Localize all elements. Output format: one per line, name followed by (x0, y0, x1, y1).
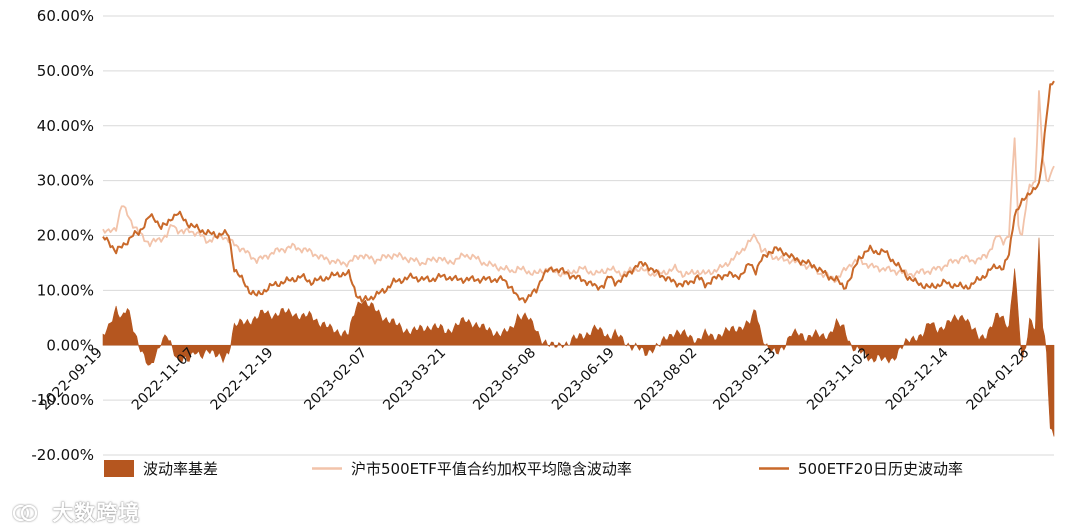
legend-swatch-basis (104, 460, 134, 477)
watermark-text: 大数跨境 (52, 501, 140, 525)
legend: 波动率基差 沪市500ETF平值合约加权平均隐含波动率 500ETF20日历史波… (104, 460, 963, 478)
x-tick-label: 2023-08-02 (632, 345, 701, 414)
x-tick-label: 2023-02-07 (301, 345, 370, 414)
x-tick-label: 2023-05-08 (470, 345, 539, 414)
x-tick-label: 2023-11-02 (804, 345, 873, 414)
x-tick-label: 2023-03-21 (380, 345, 449, 414)
y-tick-label: 50.00% (37, 62, 94, 80)
watermark: 大数跨境 (12, 497, 140, 527)
line-layer (103, 81, 1054, 302)
x-tick-label: 2022-11-07 (129, 345, 198, 414)
y-tick-label: 40.00% (37, 117, 94, 135)
y-tick-label: 10.00% (37, 281, 94, 299)
legend-label-historical-vol: 500ETF20日历史波动率 (798, 460, 963, 478)
brand-logo-icon (12, 503, 38, 523)
y-tick-label: -20.00% (31, 446, 94, 464)
legend-label-implied-vol: 沪市500ETF平值合约加权平均隐含波动率 (351, 460, 632, 478)
y-tick-label: 30.00% (37, 172, 94, 190)
series-line-implied-vol (103, 91, 1054, 282)
x-tick-label: 2023-06-19 (549, 345, 618, 414)
y-tick-label: 60.00% (37, 7, 94, 25)
y-tick-label: 20.00% (37, 227, 94, 245)
x-tick-label: 2024-01-26 (964, 345, 1033, 414)
legend-label-basis: 波动率基差 (143, 460, 218, 478)
x-tick-label: 2023-09-13 (710, 345, 779, 414)
